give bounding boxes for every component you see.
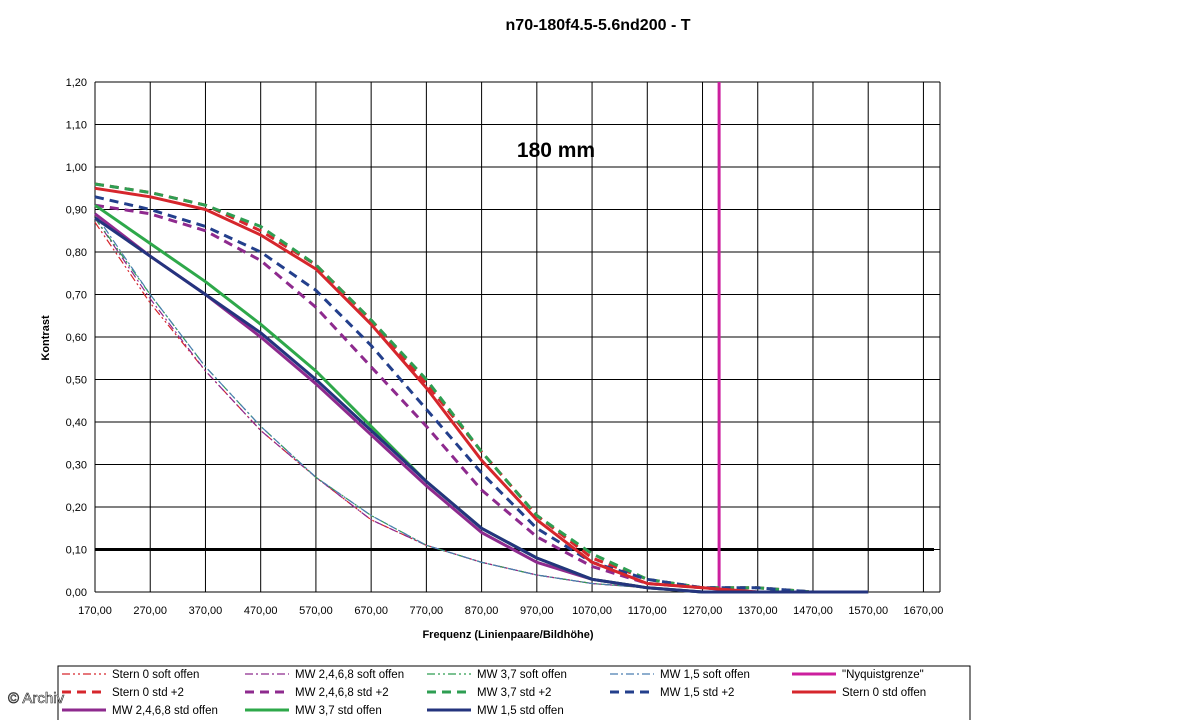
legend-label: MW 3,7 std offen	[295, 705, 382, 717]
y-tick-label: 1,00	[66, 162, 87, 174]
x-tick-label: 670,00	[354, 605, 388, 617]
legend-label: Stern 0 std +2	[112, 687, 184, 699]
series-line-2	[94, 217, 703, 593]
y-tick-label: 1,20	[66, 77, 87, 89]
x-axis-label: Frequenz (Linienpaare/Bildhöhe)	[422, 629, 593, 641]
legend-label: MW 1,5 soft offen	[660, 669, 750, 681]
y-tick-label: 0,10	[66, 545, 87, 557]
chart-annotation: 180 mm	[517, 139, 595, 162]
x-tick-label: 1670,00	[904, 605, 944, 617]
legend-label: Stern 0 std offen	[842, 687, 926, 699]
series-line-0	[94, 221, 703, 593]
x-tick-label: 770,00	[410, 605, 444, 617]
x-tick-label: 1270,00	[683, 605, 723, 617]
y-tick-label: 0,90	[66, 205, 87, 217]
legend-label: MW 2,4,6,8 std +2	[295, 687, 389, 699]
y-tick-label: 0,70	[66, 290, 87, 302]
legend: Stern 0 soft offen MW 2,4,6,8 soft offen M…	[57, 665, 971, 720]
legend-box	[57, 665, 971, 720]
legend-label: Stern 0 soft offen	[112, 669, 199, 681]
x-tick-label: 970,00	[520, 605, 554, 617]
x-tick-label: 470,00	[244, 605, 278, 617]
x-tick-label: 1070,00	[572, 605, 612, 617]
legend-label: MW 3,7 soft offen	[477, 669, 567, 681]
y-tick-label: 0,50	[66, 375, 87, 387]
x-tick-label: 1570,00	[848, 605, 888, 617]
y-tick-label: 0,00	[66, 587, 87, 599]
series-line-3	[94, 213, 703, 593]
x-tick-label: 1170,00	[628, 605, 667, 617]
series-line-1	[94, 217, 703, 593]
series-line-5	[94, 182, 869, 594]
y-axis-ticks: 0,00 0,10 0,20 0,30 0,40 0,50 0,60 0,70 0,80 0,90…	[66, 77, 87, 599]
legend-label: MW 2,4,6,8 std offen	[112, 705, 218, 717]
x-tick-label: 570,00	[299, 605, 333, 617]
y-tick-label: 0,80	[66, 247, 87, 259]
legend-label: MW 1,5 std +2	[660, 687, 734, 699]
x-tick-label: 1470,00	[793, 605, 833, 617]
legend-label: "Nyquistgrenze"	[842, 669, 924, 681]
y-tick-label: 0,40	[66, 417, 87, 429]
legend-label: MW 2,4,6,8 soft offen	[295, 669, 404, 681]
plot-area	[94, 81, 941, 594]
y-tick-label: 0,60	[66, 332, 87, 344]
x-tick-label: 370,00	[189, 605, 223, 617]
y-axis-label: Kontrast	[40, 315, 52, 361]
series-line-8	[94, 195, 869, 594]
chart-title: n70-180f4.5-5.6nd200 - T	[506, 17, 691, 34]
watermark: © Archiv	[8, 690, 65, 707]
legend-label: MW 3,7 std +2	[477, 687, 551, 699]
y-tick-label: 0,20	[66, 502, 87, 514]
x-tick-label: 270,00	[133, 605, 167, 617]
legend-label: MW 1,5 std offen	[477, 705, 564, 717]
y-tick-label: 1,10	[66, 120, 87, 132]
series-line-12	[94, 216, 869, 594]
x-axis-ticks: 170,00 270,00 370,00 470,00 570,00 670,00 770,…	[78, 605, 943, 617]
x-tick-label: 170,00	[78, 605, 112, 617]
x-tick-label: 1370,00	[738, 605, 778, 617]
y-tick-label: 0,30	[66, 460, 87, 472]
x-tick-label: 870,00	[465, 605, 499, 617]
